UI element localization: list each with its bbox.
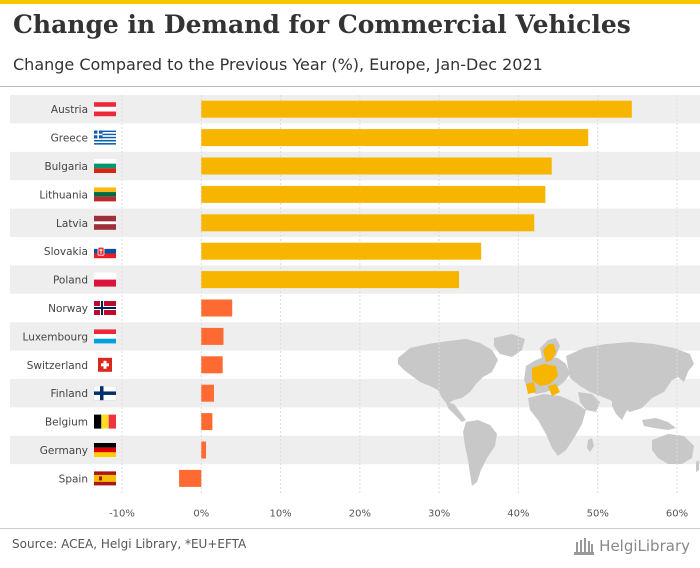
category-label-germany: Germany	[40, 445, 88, 457]
switzerland-flag	[98, 357, 112, 372]
helgi-library-logo: HelgiLibrary	[573, 533, 690, 559]
country-flags	[93, 102, 117, 486]
footer-divider	[0, 528, 700, 529]
category-label-finland: Finland	[50, 388, 88, 400]
category-label-austria: Austria	[51, 104, 88, 116]
category-labels: Austria Greece Bulgaria Lithuania Latvia Slov…	[23, 104, 88, 485]
map-highlight-central-europe	[532, 364, 558, 386]
germany-flag	[94, 443, 116, 457]
map-australia	[652, 434, 694, 464]
map-central-america	[446, 402, 466, 422]
library-building-icon	[574, 538, 595, 555]
bar-luxembourg	[201, 327, 224, 345]
bar-austria	[201, 100, 632, 118]
world-map-illustration	[398, 334, 699, 486]
map-africa	[528, 394, 586, 456]
map-arabia	[578, 392, 600, 412]
map-japan	[678, 366, 688, 382]
x-tick-label: -10%	[109, 509, 135, 520]
latvia-flag	[94, 215, 116, 230]
x-tick-label: 50%	[587, 509, 609, 520]
bar-bulgaria	[201, 157, 552, 175]
map-indonesia	[642, 418, 676, 430]
chart-subtitle: Change Compared to the Previous Year (%)…	[13, 55, 543, 74]
bar-chart: Austria Greece Bulgaria Lithuania Latvia Slov…	[10, 95, 700, 520]
bar-belgium	[201, 413, 213, 431]
category-label-slovakia: Slovakia	[44, 246, 88, 258]
x-tick-label: 40%	[507, 509, 529, 520]
slovakia-flag	[94, 244, 116, 259]
map-land	[398, 334, 699, 486]
spain-flag	[94, 471, 116, 486]
map-north-america	[398, 339, 498, 404]
bar-norway	[201, 299, 233, 317]
x-axis-tick-labels: -10% 0% 10% 20% 30% 40% 50% 60%	[109, 509, 688, 520]
map-madagascar	[587, 438, 594, 452]
x-tick-label: 20%	[349, 509, 371, 520]
category-label-spain: Spain	[59, 473, 88, 485]
row-stripe	[10, 322, 700, 351]
poland-flag	[94, 272, 116, 287]
bar-finland	[201, 384, 214, 402]
map-greenland	[494, 334, 525, 357]
bar-spain	[179, 469, 202, 487]
map-new-zealand	[696, 460, 699, 472]
category-label-poland: Poland	[53, 275, 88, 287]
bar-latvia	[201, 214, 535, 232]
top-accent-strip	[0, 0, 700, 4]
bars	[179, 100, 632, 487]
category-label-bulgaria: Bulgaria	[44, 161, 88, 173]
norway-flag	[94, 301, 116, 315]
source-note: Source: ACEA, Helgi Library, *EU+EFTA	[12, 537, 247, 551]
greece-flag	[94, 130, 116, 145]
x-tick-label: 30%	[428, 509, 450, 520]
bar-greece	[201, 129, 589, 147]
map-india	[612, 398, 628, 420]
map-highlight-scandinavia	[543, 344, 556, 362]
bulgaria-flag	[94, 159, 116, 173]
map-south-america	[463, 420, 497, 486]
luxembourg-flag	[94, 329, 116, 344]
title-divider	[0, 86, 700, 87]
category-label-norway: Norway	[48, 303, 88, 315]
map-highlight-eu-efta	[526, 344, 560, 396]
chart-title: Change in Demand for Commercial Vehicles	[13, 10, 631, 39]
bar-germany	[201, 441, 207, 459]
category-label-luxembourg: Luxembourg	[23, 331, 88, 343]
category-label-belgium: Belgium	[45, 417, 88, 429]
x-tick-label: 10%	[269, 509, 291, 520]
category-label-greece: Greece	[51, 133, 88, 145]
map-highlight-iberia	[526, 382, 536, 394]
x-tick-label: 60%	[666, 509, 688, 520]
belgium-flag	[94, 414, 116, 429]
category-label-lithuania: Lithuania	[39, 189, 88, 201]
logo-wordmark: HelgiLibrary	[599, 537, 690, 555]
category-label-latvia: Latvia	[56, 218, 88, 230]
bar-lithuania	[201, 185, 546, 203]
austria-flag	[94, 102, 116, 117]
finland-flag	[93, 385, 117, 401]
row-stripe	[10, 435, 700, 465]
map-highlight-southeast-europe	[548, 384, 560, 396]
bar-poland	[201, 271, 459, 289]
bar-switzerland	[201, 356, 223, 374]
x-tick-label: 0%	[193, 509, 209, 520]
category-label-switzerland: Switzerland	[27, 360, 88, 372]
lithuania-flag	[94, 187, 116, 202]
bar-slovakia	[201, 242, 482, 260]
